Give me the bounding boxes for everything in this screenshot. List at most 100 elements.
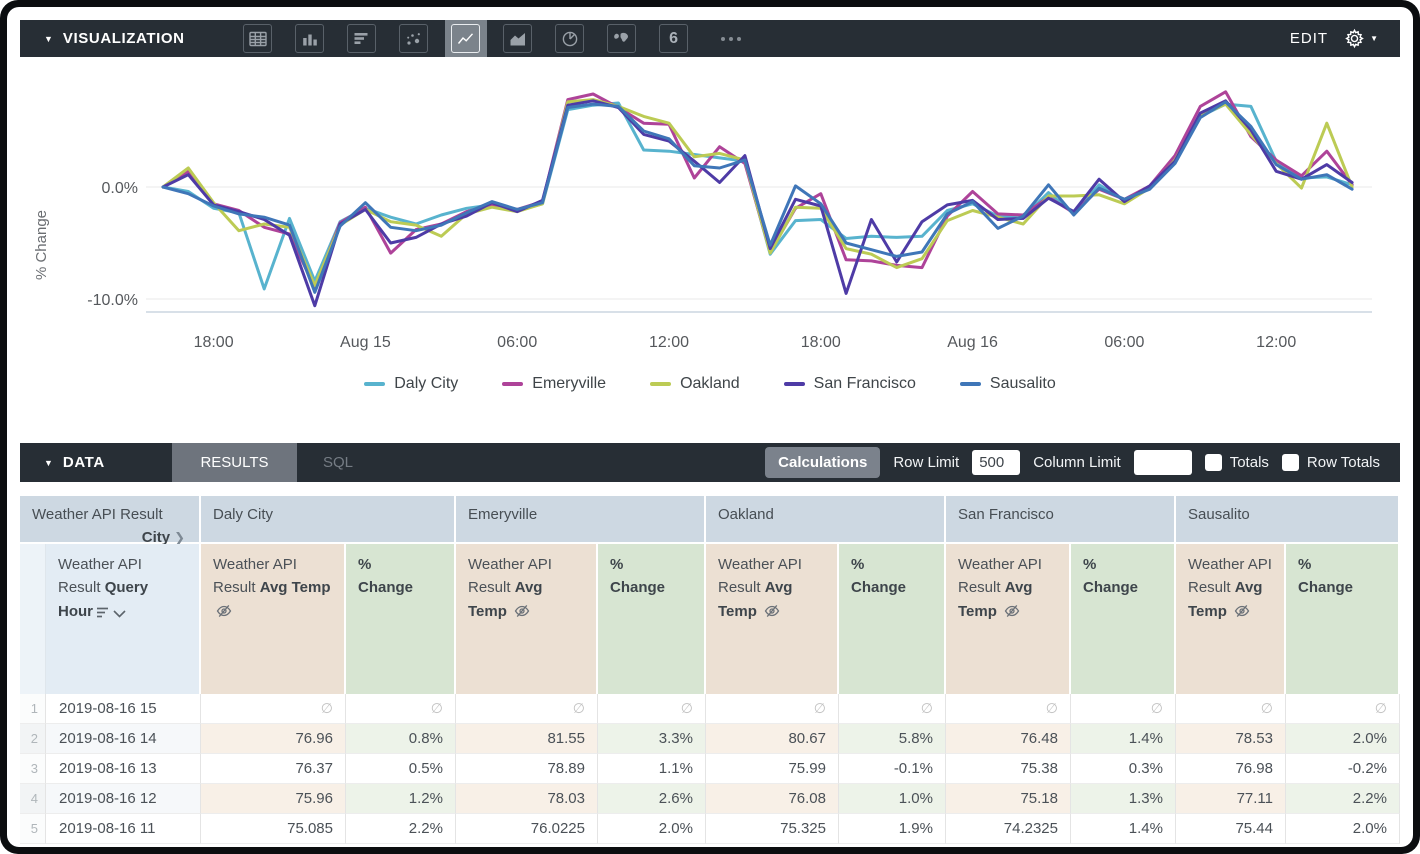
avg-temp-header-3[interactable]: Weather API Result Avg Temp xyxy=(706,544,839,694)
pct-change-cell[interactable]: 0.5% xyxy=(346,754,456,784)
avg-temp-cell[interactable]: ∅ xyxy=(201,694,346,724)
hour-cell[interactable]: 2019-08-16 14 xyxy=(46,724,201,754)
settings-gear-icon[interactable]: ▼ xyxy=(1344,28,1378,49)
legend-item-san-francisco[interactable]: San Francisco xyxy=(783,375,916,393)
hour-cell[interactable]: 2019-08-16 12 xyxy=(46,784,201,814)
pct-change-cell[interactable]: ∅ xyxy=(1071,694,1176,724)
avg-temp-cell[interactable]: 78.53 xyxy=(1176,724,1286,754)
avg-temp-cell[interactable]: 74.2325 xyxy=(946,814,1071,844)
hour-cell[interactable]: 2019-08-16 13 xyxy=(46,754,201,784)
pct-change-cell[interactable]: 5.8% xyxy=(839,724,946,754)
pivot-value-header-2[interactable]: Emeryville xyxy=(456,496,706,544)
avg-temp-cell[interactable]: 75.38 xyxy=(946,754,1071,784)
map-chart-icon[interactable] xyxy=(601,20,643,57)
avg-temp-cell[interactable]: 75.325 xyxy=(706,814,839,844)
pct-change-cell[interactable]: -0.2% xyxy=(1286,754,1400,784)
pct-change-cell[interactable]: 0.3% xyxy=(1071,754,1176,784)
avg-temp-cell[interactable]: 75.96 xyxy=(201,784,346,814)
avg-temp-cell[interactable]: 76.08 xyxy=(706,784,839,814)
pct-change-cell[interactable]: 3.3% xyxy=(598,724,706,754)
hour-cell[interactable]: 2019-08-16 15 xyxy=(46,694,201,724)
legend-item-daly-city[interactable]: Daly City xyxy=(364,375,458,393)
more-options-icon[interactable] xyxy=(720,20,741,57)
avg-temp-cell[interactable]: ∅ xyxy=(946,694,1071,724)
edit-button[interactable]: EDIT xyxy=(1289,30,1329,47)
pct-change-cell[interactable]: -0.1% xyxy=(839,754,946,784)
legend-item-emeryville[interactable]: Emeryville xyxy=(502,375,606,393)
scatter-chart-icon[interactable] xyxy=(393,20,435,57)
table-chart-icon[interactable] xyxy=(237,20,279,57)
pivot-value-header-1[interactable]: Daly City xyxy=(201,496,456,544)
pct-change-header-4[interactable]: % Change xyxy=(1071,544,1176,694)
pct-change-cell[interactable]: ∅ xyxy=(346,694,456,724)
avg-temp-cell[interactable]: 76.37 xyxy=(201,754,346,784)
chevron-right-icon[interactable]: ❯ xyxy=(174,529,185,545)
avg-temp-header-1[interactable]: Weather API Result Avg Temp xyxy=(201,544,346,694)
row-field-header[interactable]: Weather API Result Query Hour xyxy=(46,544,201,694)
pivot-value-header-5[interactable]: Sausalito xyxy=(1176,496,1400,544)
line-chart-icon[interactable] xyxy=(444,20,487,57)
pct-change-cell[interactable]: 2.6% xyxy=(598,784,706,814)
pct-change-cell[interactable]: 2.0% xyxy=(598,814,706,844)
area-chart-icon[interactable] xyxy=(497,20,539,57)
avg-temp-cell[interactable]: 78.89 xyxy=(456,754,598,784)
bar-chart-icon[interactable] xyxy=(341,20,383,57)
avg-temp-cell[interactable]: 75.18 xyxy=(946,784,1071,814)
avg-temp-header-4[interactable]: Weather API Result Avg Temp xyxy=(946,544,1071,694)
pct-change-cell[interactable]: 1.9% xyxy=(839,814,946,844)
avg-temp-header-5[interactable]: Weather API Result Avg Temp xyxy=(1176,544,1286,694)
pct-change-cell[interactable]: ∅ xyxy=(598,694,706,724)
tab-sql[interactable]: SQL xyxy=(322,454,353,471)
pct-change-header-2[interactable]: % Change xyxy=(598,544,706,694)
avg-temp-cell[interactable]: 78.03 xyxy=(456,784,598,814)
collapse-caret-icon[interactable]: ▼ xyxy=(44,457,53,468)
avg-temp-cell[interactable]: 76.0225 xyxy=(456,814,598,844)
avg-temp-cell[interactable]: 76.96 xyxy=(201,724,346,754)
pivot-field-header[interactable]: Weather API Result City ❯ xyxy=(20,496,201,546)
pct-change-cell[interactable]: 2.2% xyxy=(346,814,456,844)
single-value-icon[interactable]: 6 xyxy=(653,20,695,57)
tab-results[interactable]: RESULTS xyxy=(172,443,297,482)
pct-change-cell[interactable]: 0.8% xyxy=(346,724,456,754)
column-limit-input[interactable] xyxy=(1133,450,1192,475)
avg-temp-cell[interactable]: 75.085 xyxy=(201,814,346,844)
avg-temp-header-2[interactable]: Weather API Result Avg Temp xyxy=(456,544,598,694)
calculations-button[interactable]: Calculations xyxy=(765,447,881,478)
pct-change-cell[interactable]: 1.2% xyxy=(346,784,456,814)
pct-change-cell[interactable]: 2.0% xyxy=(1286,814,1400,844)
pivot-value-header-3[interactable]: Oakland xyxy=(706,496,946,544)
legend-item-oakland[interactable]: Oakland xyxy=(650,375,740,393)
pct-change-cell[interactable]: 1.1% xyxy=(598,754,706,784)
pct-change-cell[interactable]: ∅ xyxy=(839,694,946,724)
pct-change-cell[interactable]: 1.0% xyxy=(839,784,946,814)
pct-change-header-1[interactable]: % Change xyxy=(346,544,456,694)
pct-change-cell[interactable]: 2.2% xyxy=(1286,784,1400,814)
totals-checkbox[interactable] xyxy=(1204,454,1222,471)
column-chart-icon[interactable] xyxy=(289,20,331,57)
pct-change-header-3[interactable]: % Change xyxy=(839,544,946,694)
pct-change-header-5[interactable]: % Change xyxy=(1286,544,1400,694)
row-totals-checkbox[interactable] xyxy=(1281,454,1299,471)
avg-temp-cell[interactable]: 75.99 xyxy=(706,754,839,784)
collapse-caret-icon[interactable]: ▼ xyxy=(44,33,53,44)
pct-change-cell[interactable]: 2.0% xyxy=(1286,724,1400,754)
pct-change-cell[interactable]: 1.3% xyxy=(1071,784,1176,814)
pct-change-cell[interactable]: 1.4% xyxy=(1071,724,1176,754)
row-limit-input[interactable] xyxy=(972,450,1021,475)
chevron-down-icon[interactable] xyxy=(113,609,126,618)
avg-temp-cell[interactable]: ∅ xyxy=(706,694,839,724)
avg-temp-cell[interactable]: 77.11 xyxy=(1176,784,1286,814)
avg-temp-cell[interactable]: ∅ xyxy=(456,694,598,724)
pie-chart-icon[interactable] xyxy=(549,20,591,57)
avg-temp-cell[interactable]: ∅ xyxy=(1176,694,1286,724)
pct-change-cell[interactable]: ∅ xyxy=(1286,694,1400,724)
avg-temp-cell[interactable]: 76.48 xyxy=(946,724,1071,754)
hour-cell[interactable]: 2019-08-16 11 xyxy=(46,814,201,844)
pct-change-cell[interactable]: 1.4% xyxy=(1071,814,1176,844)
legend-item-sausalito[interactable]: Sausalito xyxy=(959,375,1056,393)
avg-temp-cell[interactable]: 81.55 xyxy=(456,724,598,754)
pivot-value-header-4[interactable]: San Francisco xyxy=(946,496,1176,544)
avg-temp-cell[interactable]: 80.67 xyxy=(706,724,839,754)
avg-temp-cell[interactable]: 75.44 xyxy=(1176,814,1286,844)
avg-temp-cell[interactable]: 76.98 xyxy=(1176,754,1286,784)
